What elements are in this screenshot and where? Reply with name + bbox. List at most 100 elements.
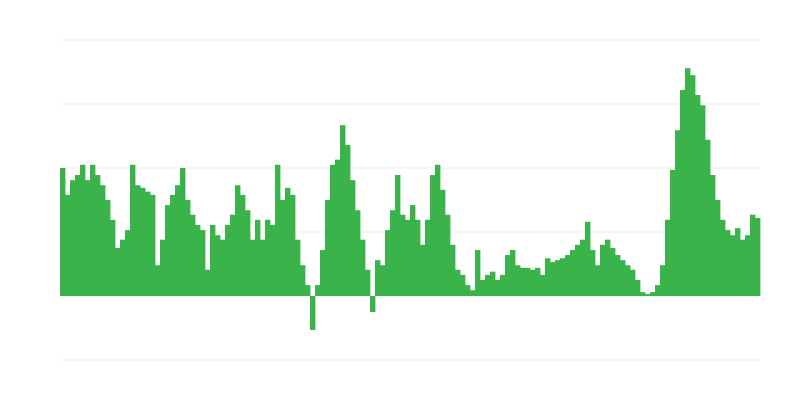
bar (515, 265, 521, 296)
bar (670, 169, 676, 296)
bar (210, 224, 216, 296)
bar (165, 205, 171, 296)
bar (180, 168, 186, 296)
bar (610, 248, 616, 296)
bar (70, 180, 76, 296)
bar (655, 285, 661, 296)
bar (425, 219, 431, 296)
bar (175, 185, 181, 296)
bar (65, 194, 71, 296)
bar (355, 210, 361, 296)
bar (125, 230, 131, 296)
bar (510, 249, 516, 296)
bar (230, 214, 236, 296)
bar (395, 175, 401, 296)
bar (430, 175, 436, 296)
bar (615, 255, 621, 296)
bar (725, 230, 731, 296)
bar (720, 219, 726, 296)
bar (345, 144, 351, 296)
bar (710, 175, 716, 296)
bar (620, 260, 626, 296)
bar (415, 219, 421, 296)
bar (105, 200, 111, 296)
bar (390, 210, 396, 296)
bar (145, 191, 151, 296)
bar (445, 214, 451, 296)
bar (75, 175, 81, 296)
bar (560, 258, 566, 296)
bar (150, 194, 156, 296)
bar (315, 285, 321, 296)
bar (715, 200, 721, 296)
bar (350, 180, 356, 296)
bar (295, 239, 301, 296)
bar (360, 239, 366, 296)
bar (465, 285, 471, 296)
bar (185, 200, 191, 296)
bar (335, 159, 341, 296)
bar (525, 267, 531, 296)
bar (505, 255, 511, 296)
bar (385, 230, 391, 296)
bar (730, 235, 736, 296)
bar (460, 274, 466, 296)
bar (605, 239, 611, 296)
bar (660, 265, 666, 296)
bar (745, 235, 751, 296)
bar (695, 95, 701, 296)
bar (405, 219, 411, 296)
bar (435, 164, 441, 296)
bar (160, 239, 166, 296)
bar (690, 75, 696, 296)
bar (265, 219, 271, 296)
bar (245, 210, 251, 296)
bar (255, 219, 261, 296)
bar (410, 205, 416, 296)
bar (190, 214, 196, 296)
bar (665, 219, 671, 296)
bar (120, 239, 126, 296)
bar (735, 228, 741, 296)
bar (685, 68, 691, 296)
bar (630, 269, 636, 296)
bar (575, 244, 581, 296)
bar (645, 294, 651, 296)
bar (590, 249, 596, 296)
bar (235, 185, 241, 296)
bar (540, 274, 546, 296)
bar (520, 267, 526, 296)
bar (370, 296, 376, 312)
bar (195, 224, 201, 296)
bar (455, 269, 461, 296)
bar (240, 194, 246, 296)
bar (485, 274, 491, 296)
bar (280, 200, 286, 296)
bar (450, 244, 456, 296)
bar (60, 168, 66, 296)
bar (755, 217, 761, 296)
bar (700, 105, 706, 296)
bar (500, 274, 506, 296)
bar (640, 292, 646, 296)
bar (330, 164, 336, 296)
bar (250, 239, 256, 296)
bar (135, 185, 141, 296)
bar (495, 280, 501, 296)
bar (305, 285, 311, 296)
bar (225, 224, 231, 296)
bar (110, 219, 116, 296)
bar (680, 89, 686, 296)
bar (300, 265, 306, 296)
bar (95, 175, 101, 296)
bar (595, 265, 601, 296)
bar (320, 249, 326, 296)
bar (115, 248, 121, 296)
bar (290, 194, 296, 296)
bar (480, 280, 486, 296)
bar (220, 239, 226, 296)
bar (420, 244, 426, 296)
bar (170, 194, 176, 296)
bar (400, 214, 406, 296)
